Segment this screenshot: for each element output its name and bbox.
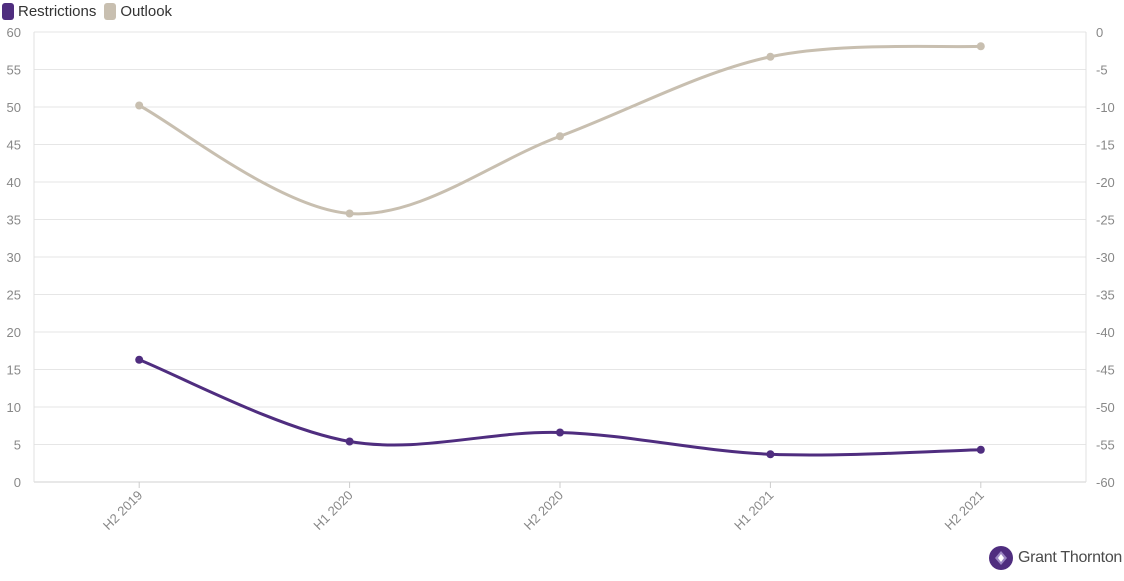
y-right-tick-label: -55 <box>1096 438 1115 453</box>
brand-logo: Grant Thornton <box>988 545 1122 571</box>
y-left-tick-label: 0 <box>14 475 21 490</box>
y-right-tick-label: -50 <box>1096 400 1115 415</box>
y-right-tick-label: 0 <box>1096 25 1103 40</box>
y-left-tick-label: 60 <box>7 25 21 40</box>
y-right-tick-label: -25 <box>1096 213 1115 228</box>
data-point-restrictions <box>345 437 354 446</box>
y-left-tick-label: 55 <box>7 63 21 78</box>
x-tick-label: H1 2020 <box>310 488 355 533</box>
data-point-restrictions <box>766 450 775 459</box>
legend-item-restrictions[interactable]: Restrictions <box>2 3 96 20</box>
y-right-tick-label: -5 <box>1096 63 1108 78</box>
legend-swatch-restrictions <box>2 3 14 20</box>
x-tick-label: H2 2021 <box>942 488 987 533</box>
legend: Restrictions Outlook <box>2 3 180 20</box>
grant-thornton-logo-icon <box>989 546 1013 570</box>
data-point-outlook <box>976 42 985 51</box>
y-right-tick-label: -35 <box>1096 288 1115 303</box>
brand-logo-text: Grant Thornton <box>1018 549 1123 566</box>
legend-item-outlook[interactable]: Outlook <box>104 3 172 20</box>
y-left-tick-label: 45 <box>7 138 21 153</box>
legend-swatch-outlook <box>104 3 117 20</box>
legend-label-restrictions: Restrictions <box>18 3 97 20</box>
x-tick-label: H2 2020 <box>521 488 566 533</box>
y-right-tick-label: -45 <box>1096 363 1115 378</box>
y-left-tick-label: 20 <box>7 325 21 340</box>
legend-label-outlook: Outlook <box>120 3 173 20</box>
data-point-outlook <box>556 132 564 141</box>
y-left-tick-label: 25 <box>7 288 21 303</box>
y-right-tick-label: -40 <box>1096 325 1115 340</box>
x-tick-label: H2 2019 <box>100 488 145 533</box>
data-point-restrictions <box>556 428 564 437</box>
y-right-tick-label: -20 <box>1096 175 1115 190</box>
y-left-tick-label: 35 <box>7 213 21 228</box>
x-tick-label: H1 2021 <box>731 488 776 533</box>
y-left-tick-label: 5 <box>14 438 21 453</box>
data-point-restrictions <box>976 445 985 454</box>
data-point-outlook <box>135 101 144 110</box>
series-line-outlook <box>138 44 981 216</box>
y-left-tick-label: 30 <box>7 250 21 265</box>
y-right-tick-label: -30 <box>1096 250 1115 265</box>
y-right-tick-label: -60 <box>1096 475 1115 490</box>
y-left-tick-label: 15 <box>7 363 21 378</box>
y-left-tick-label: 50 <box>7 100 21 115</box>
data-point-outlook <box>345 209 354 218</box>
y-left-tick-label: 40 <box>7 175 21 190</box>
y-right-tick-label: -10 <box>1096 100 1115 115</box>
data-point-restrictions <box>135 355 144 364</box>
data-point-outlook <box>766 52 775 61</box>
y-left-tick-label: 10 <box>7 400 21 415</box>
y-right-tick-label: -15 <box>1096 138 1115 153</box>
